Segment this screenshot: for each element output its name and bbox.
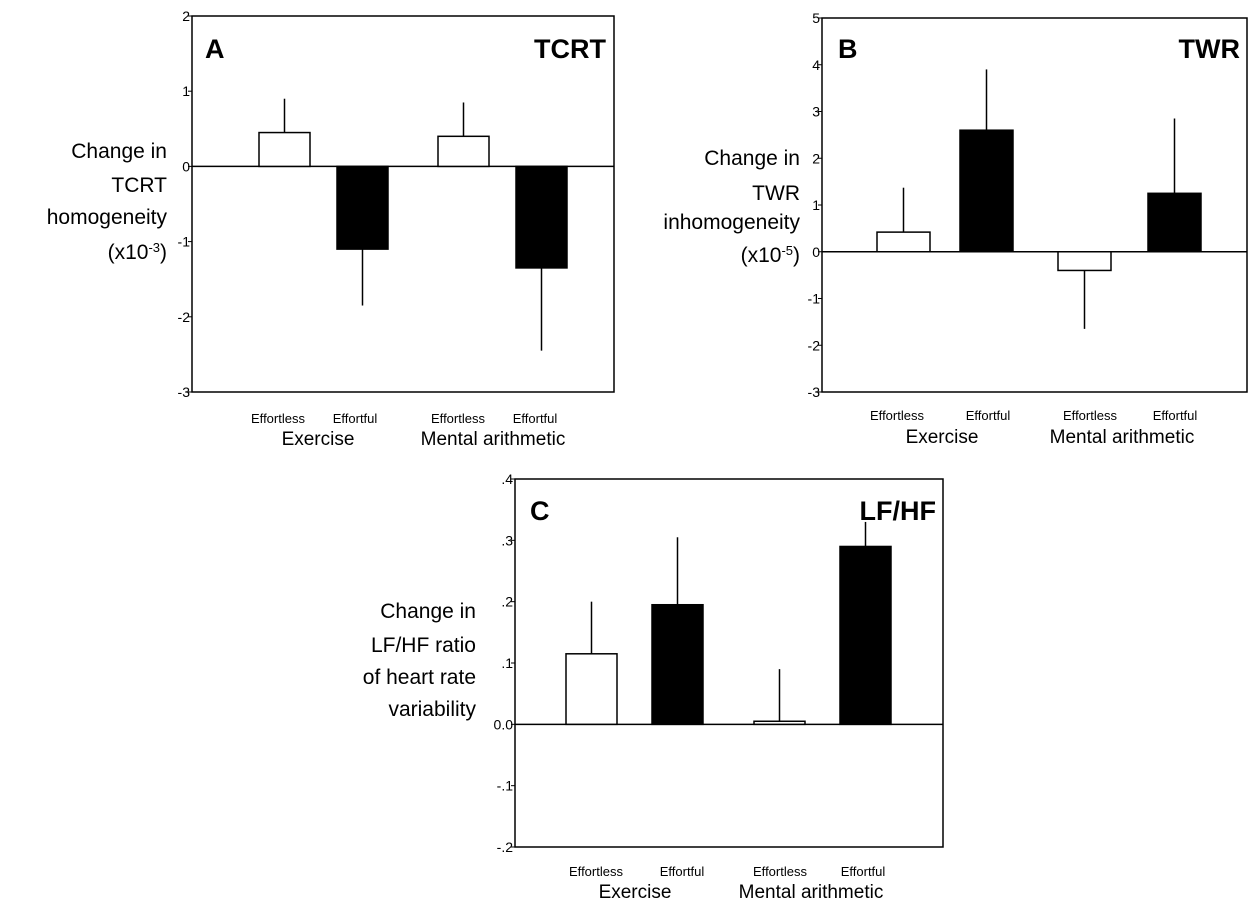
y-axis-label-b: inhomogeneity: [663, 211, 800, 234]
bar-b: [1147, 192, 1202, 253]
y-tick-label-c: .1: [501, 655, 513, 671]
x-category-label-c: Effortful: [660, 864, 705, 879]
x-group-label-b: Exercise: [906, 427, 979, 448]
x-group-label-b: Mental arithmetic: [1050, 427, 1195, 448]
panel-letter-c: C: [530, 496, 550, 526]
bar-a: [258, 131, 311, 168]
x-group-label-a: Mental arithmetic: [421, 429, 566, 450]
y-axis-label-a: homogeneity: [47, 206, 168, 229]
bar-a: [515, 165, 568, 269]
y-axis-label-c: Change in: [380, 600, 476, 623]
panel-a: 2 1 0 -1 -2 -3 A TCRT Change in TCRT homogeneity (x…: [47, 8, 615, 450]
y-tick-label-b: 1: [812, 197, 820, 213]
y-axis-label-a: TCRT: [111, 174, 167, 197]
x-category-label-b: Effortful: [966, 408, 1011, 423]
y-tick-label-b: 4: [812, 57, 820, 73]
y-tick-label-c: -.2: [497, 839, 514, 855]
x-category-label-a: Effortless: [431, 411, 485, 426]
panel-title-c: LF/HF: [860, 496, 936, 526]
y-tick-label-b: 0: [812, 244, 820, 260]
y-tick-label-a: 1: [182, 83, 190, 99]
x-category-label-c: Effortless: [753, 864, 807, 879]
bar-b: [1057, 251, 1112, 272]
bar-a: [336, 165, 389, 250]
y-axis-label-c: LF/HF ratio: [371, 634, 476, 657]
bar-b: [876, 231, 931, 253]
y-tick-label-b: -2: [808, 337, 821, 353]
bar-c: [565, 653, 618, 726]
panel-title-a: TCRT: [534, 34, 606, 64]
x-category-label-c: Effortful: [841, 864, 886, 879]
panel-letter-b: B: [838, 34, 858, 64]
y-tick-label-c: 0.0: [494, 716, 514, 732]
y-axis-label-b: TWR: [752, 182, 800, 205]
panel-c: .4 .3 .2 .1 0.0 -.1 -.2 C LF/HF Change in LF/HF ra…: [363, 471, 944, 901]
x-category-label-b: Effortless: [1063, 408, 1117, 423]
y-tick-label-a: 0: [182, 158, 190, 174]
y-axis-label-a: Change in: [71, 140, 167, 163]
x-category-label-a: Effortful: [333, 411, 378, 426]
y-tick-label-a: -2: [178, 309, 191, 325]
bar-b: [959, 129, 1014, 253]
bar-c: [651, 603, 704, 726]
x-category-label-c: Effortless: [569, 864, 623, 879]
y-tick-label-a: -3: [178, 384, 191, 400]
panel-b: 5 4 3 2 1 0 -1 -2 -3 B TWR Change in TWR inhomogeneit…: [663, 10, 1248, 448]
y-tick-label-b: 2: [812, 150, 820, 166]
y-tick-label-b: -3: [808, 384, 821, 400]
y-axis-label-a: (x10-3): [108, 240, 167, 264]
y-axis-label-c: of heart rate: [363, 666, 476, 689]
x-category-label-a: Effortful: [513, 411, 558, 426]
y-tick-label-b: 3: [812, 104, 820, 120]
bar-c: [753, 720, 806, 726]
y-tick-label-a: -1: [178, 234, 191, 250]
x-group-label-a: Exercise: [282, 429, 355, 450]
bar-c: [839, 545, 892, 726]
y-tick-label-b: 5: [812, 10, 820, 26]
x-category-label-a: Effortless: [251, 411, 305, 426]
y-tick-label-c: -.1: [497, 778, 514, 794]
y-tick-label-c: .3: [501, 532, 513, 548]
y-tick-label-b: -1: [808, 291, 821, 307]
y-axis-label-b: (x10-5): [741, 243, 800, 267]
y-tick-label-c: .2: [501, 594, 513, 610]
x-group-label-c: Exercise: [599, 882, 672, 901]
x-category-label-b: Effortful: [1153, 408, 1198, 423]
y-axis-label-b: Change in: [704, 147, 800, 170]
y-tick-label-a: 2: [182, 8, 190, 24]
x-group-label-c: Mental arithmetic: [739, 882, 884, 901]
y-tick-label-c: .4: [501, 471, 513, 487]
panel-letter-a: A: [205, 34, 225, 64]
plot-frame-a: [191, 15, 615, 393]
x-category-label-b: Effortless: [870, 408, 924, 423]
panel-title-b: TWR: [1179, 34, 1240, 64]
bar-a: [437, 135, 490, 168]
y-axis-label-c: variability: [388, 698, 476, 721]
